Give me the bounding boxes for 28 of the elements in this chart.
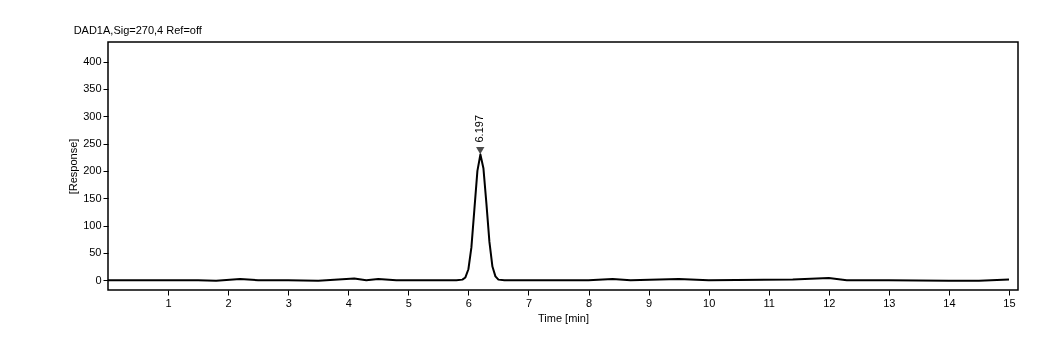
y-tick-label: 350 xyxy=(83,82,102,95)
y-tick-label: 50 xyxy=(89,246,102,259)
y-tick-label: 200 xyxy=(83,164,102,177)
y-tick-label: 250 xyxy=(83,137,102,150)
x-tick-label: 1 xyxy=(165,296,172,309)
x-tick-label: 12 xyxy=(823,296,836,309)
y-tick-label: 300 xyxy=(83,109,102,122)
y-axis-title: [Response] xyxy=(67,138,80,195)
x-tick-label: 11 xyxy=(763,296,775,309)
x-tick-label: 3 xyxy=(285,296,292,309)
y-tick-label: 150 xyxy=(83,191,102,204)
y-tick-label: 100 xyxy=(83,219,102,232)
x-tick-label: 14 xyxy=(943,296,956,309)
x-tick-label: 6 xyxy=(465,296,472,309)
y-tick-label: 0 xyxy=(95,273,102,286)
x-tick-label: 13 xyxy=(883,296,896,309)
x-tick-label: 8 xyxy=(585,296,593,309)
x-tick-label: 4 xyxy=(345,296,352,309)
annotation: 6.197 xyxy=(473,115,486,143)
chart-title: DAD1A,Sig=270,4 Ref=off xyxy=(73,24,203,36)
x-tick-label: 2 xyxy=(225,296,232,309)
x-tick-label: 15 xyxy=(1003,296,1016,309)
x-tick-label: 10 xyxy=(703,296,716,309)
x-tick-label: 7 xyxy=(525,296,533,309)
y-tick-label: 400 xyxy=(83,55,102,68)
x-axis-title: Time [min] xyxy=(538,311,589,324)
x-tick-label: 5 xyxy=(405,296,412,309)
x-tick-label: 9 xyxy=(646,296,653,309)
